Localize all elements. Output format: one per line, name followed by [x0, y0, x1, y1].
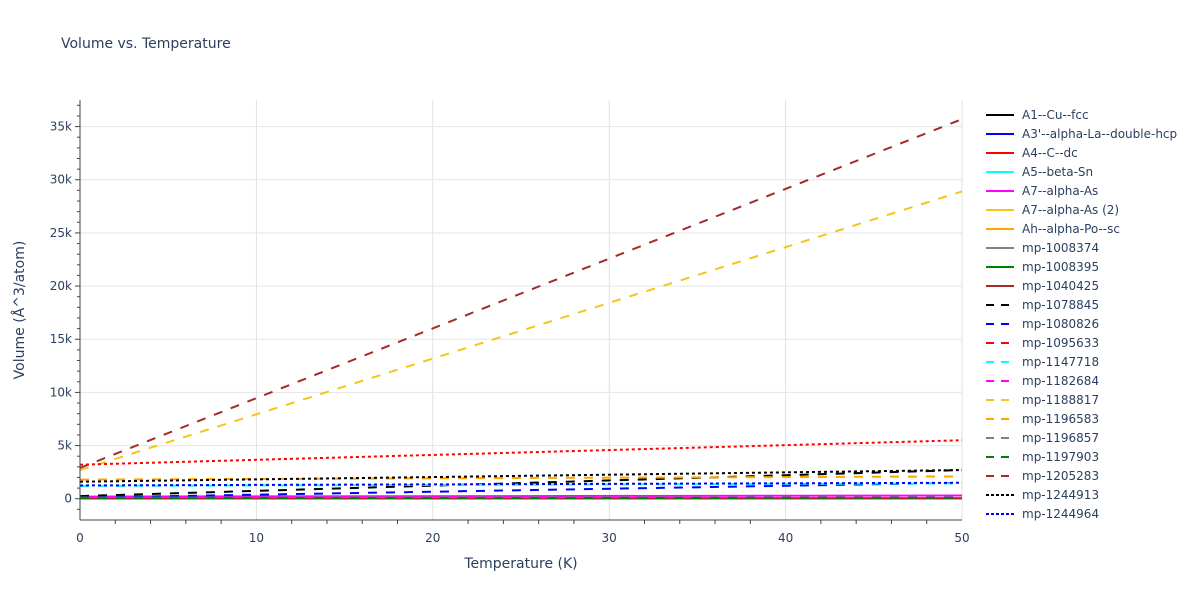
legend-label: mp-1205283: [1022, 468, 1100, 483]
legend-item[interactable]: A4--C--dc: [984, 143, 1177, 162]
legend-line-icon: [986, 322, 1014, 325]
legend-line-icon: [986, 341, 1014, 344]
legend-label: mp-1182684: [1022, 373, 1100, 388]
legend-label: Ah--alpha-Po--sc: [1022, 221, 1120, 236]
legend-line-icon: [986, 208, 1014, 211]
y-tick-label: 5k: [57, 439, 72, 453]
legend-line-icon: [986, 189, 1014, 192]
legend-label: mp-1244913: [1022, 487, 1100, 502]
legend-item[interactable]: mp-1008395: [984, 257, 1177, 276]
legend-line-icon: [986, 398, 1014, 401]
legend-label: mp-1008395: [1022, 259, 1100, 274]
legend-item[interactable]: mp-1080826: [984, 314, 1177, 333]
legend-item[interactable]: mp-1182684: [984, 371, 1177, 390]
y-tick-label: 35k: [50, 120, 72, 134]
legend-line-icon: [986, 493, 1014, 496]
legend-item[interactable]: A1--Cu--fcc: [984, 105, 1177, 124]
trace-line: [79, 469, 963, 498]
legend-label: mp-1197903: [1022, 449, 1100, 464]
legend-item[interactable]: mp-1188817: [984, 390, 1177, 409]
gridlines: [80, 100, 963, 520]
y-tick-label: 30k: [50, 173, 72, 187]
legend-label: A1--Cu--fcc: [1022, 107, 1089, 122]
legend-item[interactable]: A5--beta-Sn: [984, 162, 1177, 181]
y-tick-label: 15k: [50, 332, 72, 346]
legend-line-icon: [986, 512, 1014, 515]
trace-line: [79, 481, 963, 487]
x-tick-label: 50: [954, 531, 969, 545]
legend-line-icon: [986, 417, 1014, 420]
legend-item[interactable]: mp-1244913: [984, 485, 1177, 504]
legend-label: mp-1244964: [1022, 506, 1100, 521]
legend-item[interactable]: mp-1244964: [984, 504, 1177, 523]
legend-label: A5--beta-Sn: [1022, 164, 1094, 179]
legend-line-icon: [986, 246, 1014, 249]
trace-line: [79, 494, 963, 498]
legend-label: mp-1008374: [1022, 240, 1100, 255]
y-tick-label: 25k: [50, 226, 72, 240]
legend-line-icon: [986, 170, 1014, 173]
legend-item[interactable]: A7--alpha-As: [984, 181, 1177, 200]
legend-label: mp-1196583: [1022, 411, 1100, 426]
legend-line-icon: [986, 113, 1014, 116]
legend-item[interactable]: mp-1196583: [984, 409, 1177, 428]
legend-item[interactable]: A3'--alpha-La--double-hcp: [984, 124, 1177, 143]
legend-item[interactable]: Ah--alpha-Po--sc: [984, 219, 1177, 238]
legend-item[interactable]: mp-1078845: [984, 295, 1177, 314]
legend-label: mp-1188817: [1022, 392, 1100, 407]
trace-line: [79, 469, 963, 483]
legend-line-icon: [986, 132, 1014, 135]
legend-item[interactable]: mp-1205283: [984, 466, 1177, 485]
x-tick-label: 30: [602, 531, 617, 545]
x-tick-label: 20: [425, 531, 440, 545]
legend-item[interactable]: mp-1095633: [984, 333, 1177, 352]
legend-line-icon: [986, 436, 1014, 439]
x-tick-label: 40: [778, 531, 793, 545]
traces: [79, 118, 963, 500]
legend-item[interactable]: mp-1008374: [984, 238, 1177, 257]
legend-line-icon: [986, 474, 1014, 477]
legend-line-icon: [986, 455, 1014, 458]
legend-label: mp-1196857: [1022, 430, 1100, 445]
legend-line-icon: [986, 360, 1014, 363]
legend-label: mp-1095633: [1022, 335, 1100, 350]
legend-line-icon: [986, 227, 1014, 230]
x-tick-label: 0: [76, 531, 84, 545]
trace-line: [79, 475, 963, 481]
x-tick-label: 10: [249, 531, 264, 545]
legend-label: mp-1080826: [1022, 316, 1100, 331]
legend-item[interactable]: A7--alpha-As (2): [984, 200, 1177, 219]
legend-label: A3'--alpha-La--double-hcp: [1022, 126, 1178, 141]
x-axis-title: Temperature (K): [463, 556, 577, 572]
y-tick-label: 0: [64, 492, 72, 506]
legend-label: A4--C--dc: [1022, 145, 1078, 160]
axes: 0 10 20 30 40 50 0 5k 10k 15k 20k 25k 30k 35k: [50, 100, 970, 545]
y-tick-label: 10k: [50, 385, 72, 399]
legend-line-icon: [986, 303, 1014, 306]
chart-title: Volume vs. Temperature: [61, 36, 231, 52]
legend-label: mp-1040425: [1022, 278, 1100, 293]
trace-line: [79, 118, 963, 469]
legend-line-icon: [986, 284, 1014, 287]
legend-line-icon: [986, 265, 1014, 268]
legend-item[interactable]: mp-1196857: [984, 428, 1177, 447]
legend: A1--Cu--fcc A3'--alpha-La--double-hcp A4--…: [984, 105, 1177, 523]
legend-item[interactable]: mp-1197903: [984, 447, 1177, 466]
legend-item[interactable]: mp-1147718: [984, 352, 1177, 371]
legend-label: A7--alpha-As (2): [1022, 202, 1120, 217]
y-tick-label: 20k: [50, 279, 72, 293]
trace-line: [79, 481, 963, 499]
y-axis-title: Volume (Å^3/atom): [11, 241, 28, 380]
legend-label: mp-1147718: [1022, 354, 1100, 369]
legend-label: mp-1078845: [1022, 297, 1100, 312]
legend-label: A7--alpha-As: [1022, 183, 1099, 198]
legend-item[interactable]: mp-1040425: [984, 276, 1177, 295]
trace-line: [79, 439, 963, 466]
legend-line-icon: [986, 151, 1014, 154]
legend-line-icon: [986, 379, 1014, 382]
